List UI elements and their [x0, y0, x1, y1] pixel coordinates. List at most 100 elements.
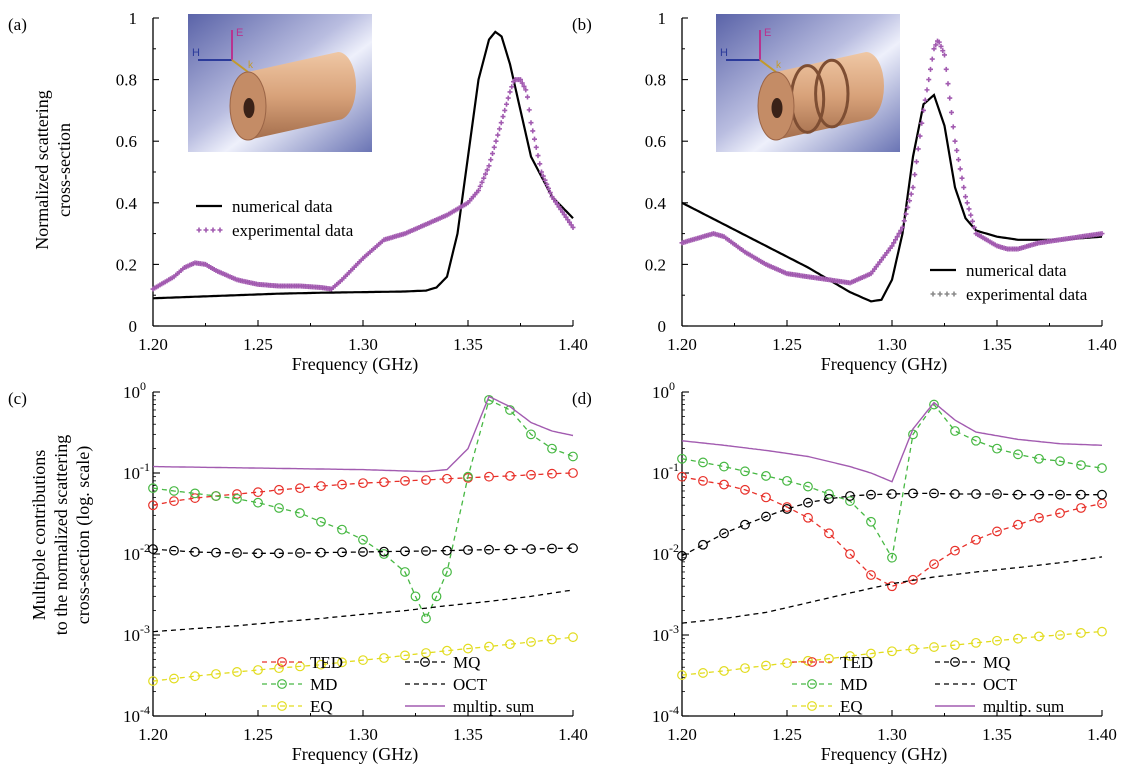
legend: numerical data experimental data [930, 261, 1088, 304]
data-point [337, 524, 347, 535]
data-marker [917, 133, 923, 139]
data-point [1055, 456, 1065, 467]
y-tick-base: 10 [652, 707, 669, 726]
data-point [211, 669, 221, 679]
data-point [148, 676, 158, 686]
k-arrow-icon [759, 59, 777, 73]
x-tick-label: 1.35 [453, 725, 483, 744]
data-marker [495, 132, 501, 138]
data-marker [921, 107, 926, 113]
h-letter: H [720, 47, 728, 59]
y-tick-exponent: -3 [140, 622, 150, 636]
data-point [803, 497, 813, 508]
data-point [761, 511, 771, 522]
data-point [169, 545, 179, 556]
data-marker [540, 173, 546, 179]
legend-label: multip. sum [453, 697, 534, 716]
data-point [463, 643, 473, 654]
data-point [929, 559, 939, 570]
data-marker [898, 228, 904, 234]
h-letter: H [192, 47, 200, 59]
data-marker [914, 159, 919, 165]
data-marker [539, 169, 544, 175]
data-point [358, 534, 368, 545]
data-point [547, 543, 557, 554]
data-point [845, 496, 855, 506]
series-line [153, 395, 574, 473]
data-point [1013, 449, 1023, 460]
x-axis-label: Frequency (GHz) [292, 354, 418, 375]
data-point [992, 635, 1002, 646]
data-point [253, 487, 263, 498]
x-tick-label: 1.35 [982, 335, 1012, 354]
data-point [1055, 508, 1065, 518]
data-point [719, 528, 729, 539]
data-marker [894, 234, 900, 240]
legend-label: TED [840, 653, 873, 672]
x-tick-label: 1.20 [667, 335, 697, 354]
data-point [484, 471, 494, 482]
y-tick-label: 0.2 [645, 255, 666, 274]
data-point [379, 546, 389, 557]
data-point [971, 637, 981, 648]
data-point [887, 552, 897, 563]
data-marker [947, 95, 953, 101]
data-point [929, 642, 939, 652]
data-point [1034, 512, 1044, 523]
data-point [908, 574, 918, 585]
series-line [681, 630, 1103, 676]
data-marker [554, 201, 560, 207]
data-point [316, 516, 326, 527]
data-marker [551, 196, 557, 202]
data-point [971, 534, 981, 545]
legend-label: MQ [983, 653, 1010, 672]
data-marker [479, 179, 485, 185]
data-point [316, 547, 326, 558]
data-marker [535, 153, 541, 159]
data-marker [483, 171, 488, 177]
data-point [866, 648, 876, 659]
data-marker [926, 77, 932, 83]
chart-c: (c) 1.20 1.25 1.30 1.35 1.40 Frequency (GHz) 10… [8, 379, 588, 765]
data-point [316, 659, 326, 670]
legend-marker [807, 679, 817, 689]
y-tick-label: 0.6 [116, 132, 137, 151]
series-experimental-data [679, 38, 1105, 286]
data-point [421, 613, 431, 624]
legend-marker [277, 701, 287, 711]
y-axis-label-top-line1: Normalized scattering [32, 90, 52, 249]
data-marker [908, 191, 914, 197]
data-point [866, 489, 876, 500]
series-line [681, 93, 1103, 303]
data-marker [968, 212, 974, 218]
data-marker [518, 77, 523, 83]
data-marker [907, 198, 912, 204]
hollow-cylinder-icon: H Ek [188, 14, 372, 152]
data-marker [957, 166, 963, 172]
x-tick-label: 1.30 [877, 725, 907, 744]
data-point [274, 484, 284, 495]
data-marker [530, 128, 536, 134]
data-point [866, 516, 876, 527]
data-point [253, 548, 263, 559]
cylinder-body [776, 52, 884, 140]
data-marker [919, 120, 925, 126]
legend-label: TED [310, 653, 343, 672]
data-point [761, 471, 771, 481]
series-eq [148, 632, 578, 686]
y-tick-label: 10-4 [123, 703, 150, 726]
data-point [929, 488, 939, 499]
data-point [410, 591, 421, 602]
x-tick-label: 1.40 [1087, 335, 1117, 354]
series-line [681, 403, 1103, 560]
data-point [929, 399, 939, 410]
x-tick-label: 1.30 [348, 725, 378, 744]
data-marker [940, 48, 946, 54]
data-point [379, 549, 389, 559]
legend-swatch [930, 291, 936, 297]
data-point [866, 570, 876, 580]
series-md [148, 394, 578, 624]
series-line [152, 636, 574, 682]
data-point [379, 477, 389, 488]
data-marker [553, 199, 558, 205]
